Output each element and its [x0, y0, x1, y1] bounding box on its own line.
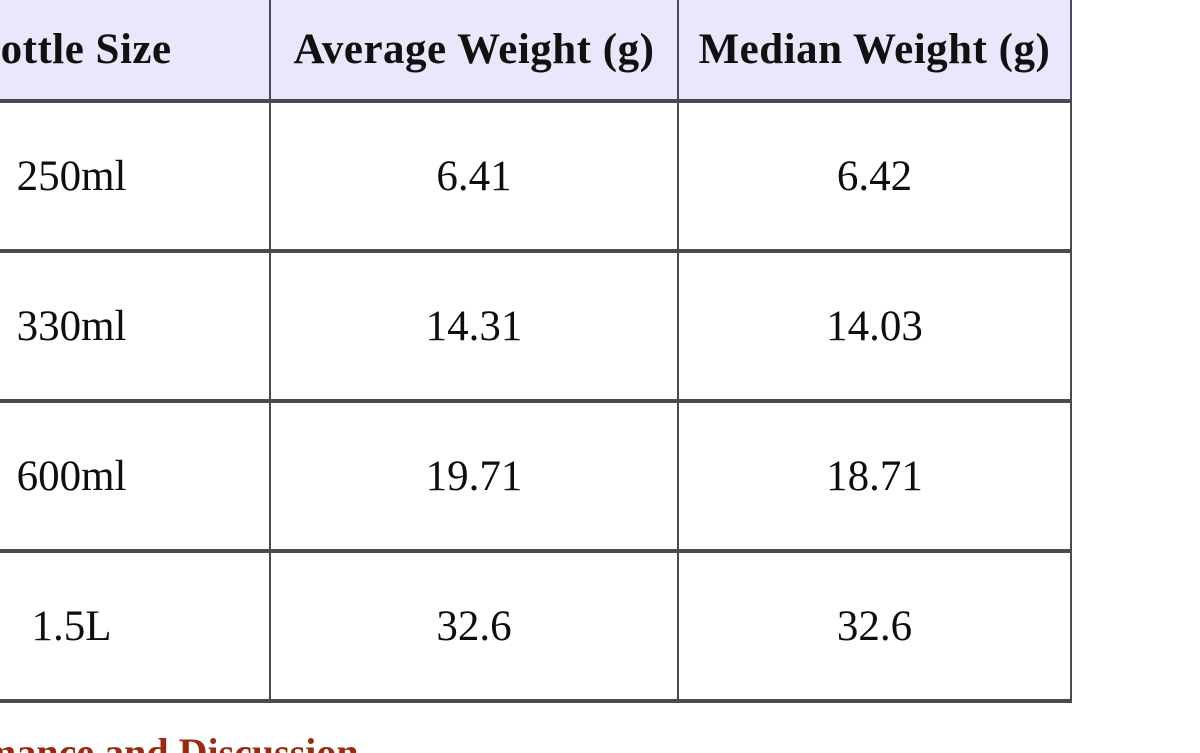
table-row: 250ml 6.41 6.42	[0, 99, 1073, 253]
cell-average-weight: 19.71	[269, 399, 679, 553]
cell-bottle-size: 250ml	[0, 99, 272, 253]
cell-bottle-size: 1.5L	[0, 549, 272, 703]
col-header-bottle-size: Bottle Size	[0, 0, 272, 103]
partial-section-heading: Performance and Discussion	[0, 730, 359, 753]
col-header-median-weight: Median Weight (g)	[676, 0, 1073, 103]
cell-median-weight: 14.03	[676, 249, 1073, 403]
cell-average-weight: 6.41	[269, 99, 679, 253]
cell-average-weight: 32.6	[269, 549, 679, 703]
cell-bottle-size: 330ml	[0, 249, 272, 403]
col-header-average-weight: Average Weight (g)	[269, 0, 679, 103]
cell-bottle-size: 600ml	[0, 399, 272, 553]
cell-median-weight: 32.6	[676, 549, 1073, 703]
table-header-row: Bottle Size Average Weight (g) Median We…	[0, 0, 1073, 103]
table-row: 1.5L 32.6 32.6	[0, 549, 1073, 703]
table-row: 330ml 14.31 14.03	[0, 249, 1073, 403]
cell-median-weight: 6.42	[676, 99, 1073, 253]
cell-average-weight: 14.31	[269, 249, 679, 403]
bottle-weights-table: Bottle Size Average Weight (g) Median We…	[0, 0, 1073, 703]
table-row: 600ml 19.71 18.71	[0, 399, 1073, 553]
cell-median-weight: 18.71	[676, 399, 1073, 553]
